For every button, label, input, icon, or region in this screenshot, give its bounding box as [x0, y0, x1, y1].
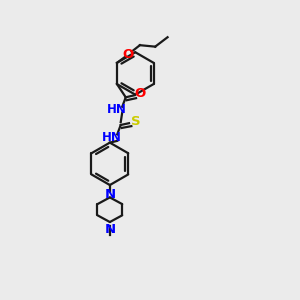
- Text: O: O: [134, 87, 145, 100]
- Text: N: N: [104, 188, 116, 201]
- Text: N: N: [104, 223, 116, 236]
- Text: HN: HN: [107, 103, 127, 116]
- Text: S: S: [131, 115, 140, 128]
- Text: HN: HN: [102, 131, 122, 144]
- Text: O: O: [122, 48, 134, 61]
